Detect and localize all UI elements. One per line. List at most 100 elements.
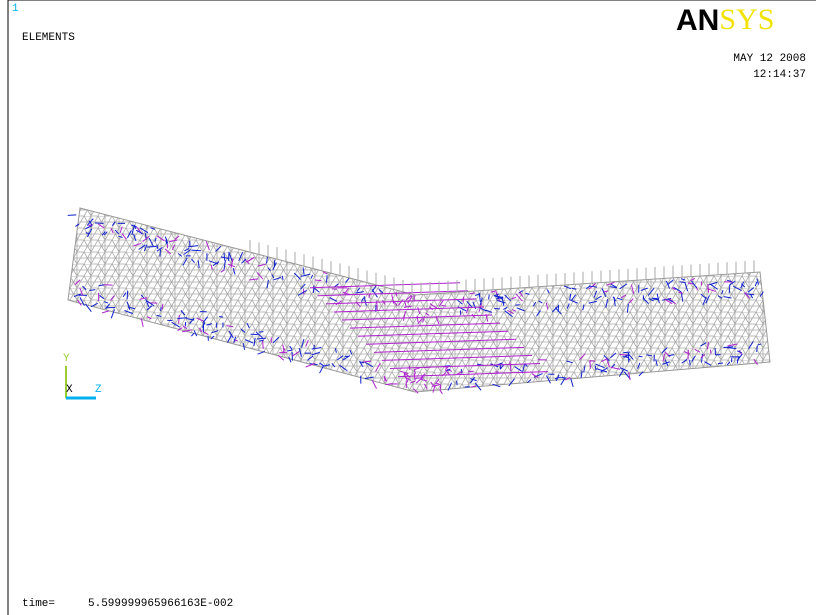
edge: [744, 291, 750, 299]
edge: [220, 256, 230, 260]
edge: [323, 364, 330, 367]
edge: [266, 280, 269, 289]
edge: [211, 330, 219, 334]
edge: [307, 355, 314, 361]
edge: [310, 274, 314, 279]
edge: [717, 295, 723, 299]
edge: [182, 325, 188, 330]
edge: [560, 377, 566, 386]
edge: [518, 290, 523, 294]
edge: [681, 359, 688, 364]
edge: [365, 338, 517, 345]
edge: [435, 382, 441, 386]
edge: [611, 363, 616, 368]
edge: [319, 365, 325, 374]
edge: [127, 230, 132, 238]
edge: [420, 378, 428, 382]
edge: [723, 346, 734, 348]
edge: [561, 376, 567, 379]
edge: [709, 283, 718, 290]
triad-y: Y: [63, 353, 70, 365]
edge: [533, 373, 543, 378]
edge: [619, 283, 628, 290]
edge: [434, 378, 440, 385]
date: MAY 12 2008: [733, 53, 806, 65]
edge: [627, 353, 634, 360]
edge: [469, 376, 476, 384]
edge: [228, 330, 234, 339]
edge: [126, 301, 131, 310]
edge: [180, 310, 186, 316]
edge: [531, 373, 539, 378]
edge: [127, 306, 136, 310]
edge: [726, 347, 737, 350]
edge: [164, 236, 169, 244]
edge: [466, 300, 473, 308]
edge: [189, 317, 195, 325]
edge: [101, 231, 106, 236]
edge: [485, 309, 493, 313]
edge: [177, 253, 183, 257]
edge: [322, 271, 328, 275]
edge: [227, 334, 233, 343]
edge: [253, 337, 256, 346]
edge: [723, 296, 732, 299]
edge: [569, 293, 572, 300]
edge: [341, 314, 493, 321]
edge: [429, 303, 437, 309]
edge: [610, 366, 621, 370]
edge: [247, 256, 255, 262]
edge: [652, 298, 659, 301]
edge: [85, 225, 93, 230]
edge: [219, 315, 224, 318]
edge: [565, 376, 571, 381]
edge: [256, 337, 267, 340]
edge: [689, 359, 691, 366]
edge: [661, 347, 668, 354]
edge: [642, 297, 649, 304]
edge: [753, 358, 758, 365]
edge: [249, 278, 259, 281]
time-label: time=: [22, 598, 55, 610]
edge: [393, 301, 398, 307]
edge: [292, 351, 300, 357]
edge: [623, 354, 630, 358]
edge: [312, 285, 315, 293]
edge: [638, 355, 643, 358]
edge: [690, 277, 696, 282]
edge: [413, 367, 420, 371]
edge: [403, 305, 413, 309]
edge: [754, 281, 758, 287]
edge: [509, 361, 512, 371]
edge: [104, 301, 109, 304]
edge: [89, 289, 96, 292]
edge: [197, 260, 200, 269]
edge: [164, 248, 172, 255]
edge: [301, 339, 305, 348]
edge: [519, 291, 524, 297]
edge: [140, 294, 145, 299]
edge: [256, 272, 264, 280]
triad-z: Z: [95, 384, 102, 396]
edge: [490, 290, 497, 293]
edge: [402, 311, 406, 321]
edge: [706, 342, 709, 350]
edge: [684, 282, 689, 292]
edge: [359, 360, 364, 368]
edge: [626, 303, 629, 313]
edge: [182, 257, 188, 266]
edge: [441, 304, 447, 307]
edge: [694, 348, 701, 353]
triad-x: X: [66, 384, 73, 396]
edge: [191, 249, 202, 252]
edge: [757, 343, 762, 346]
edge: [178, 314, 180, 324]
edge: [503, 306, 508, 310]
edge: [156, 247, 163, 252]
edge: [759, 291, 764, 297]
edge: [493, 293, 500, 297]
edge: [79, 297, 85, 307]
edge: [647, 287, 655, 296]
edge: [691, 355, 696, 362]
edge: [667, 279, 674, 286]
